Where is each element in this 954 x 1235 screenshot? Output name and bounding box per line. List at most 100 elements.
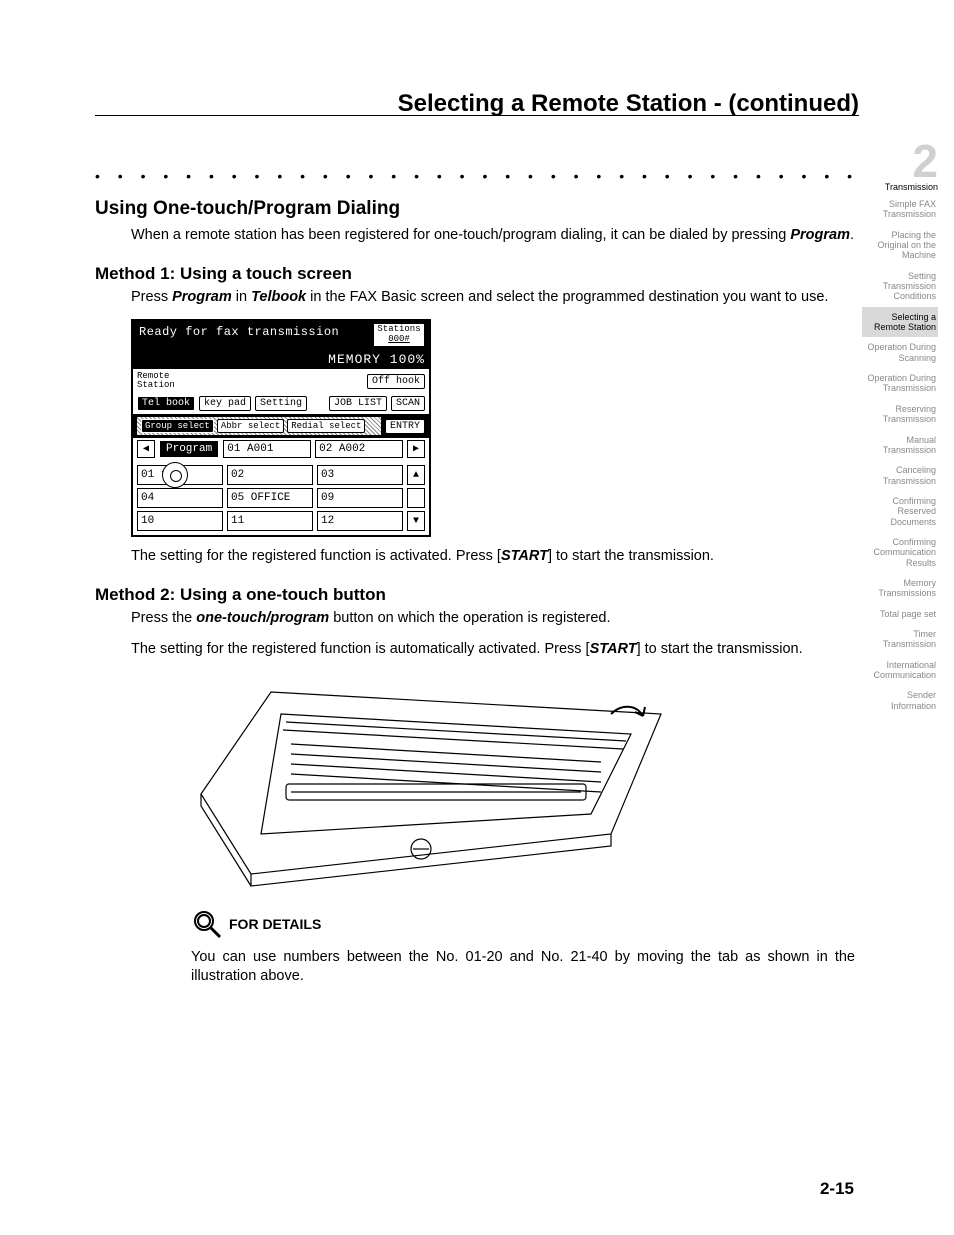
fax-screen-header: Ready for fax transmission Stations 000#… — [133, 321, 429, 369]
setting-tab[interactable]: Setting — [255, 396, 307, 411]
sidebar-item[interactable]: Operation During Scanning — [862, 337, 938, 368]
fax-ready-text: Ready for fax transmission — [139, 325, 339, 339]
text: Press — [131, 289, 172, 305]
method2-heading: Method 2: Using a one-touch button — [95, 585, 855, 605]
scan-button[interactable]: SCAN — [391, 396, 425, 411]
text: ] to start the transmission. — [637, 641, 803, 657]
redial-select-button[interactable]: Redial select — [287, 419, 365, 433]
dial-cell[interactable]: 01 tsd — [137, 465, 223, 485]
method1-after: The setting for the registered function … — [131, 547, 855, 567]
grid-down-arrow[interactable]: ▼ — [407, 511, 425, 531]
fax-memory: MEMORY 100% — [328, 352, 425, 367]
sidebar-item[interactable]: Reserving Transmission — [862, 399, 938, 430]
sidebar-item[interactable]: Placing the Original on the Machine — [862, 225, 938, 266]
program-label[interactable]: Program — [159, 440, 219, 458]
sidebar-item[interactable]: Simple FAX Transmission — [862, 194, 938, 225]
dot-leader: • • • • • • • • • • • • • • • • • • • • … — [95, 168, 855, 184]
dial-cell[interactable]: 04 — [137, 488, 223, 508]
text: button on which the operation is registe… — [329, 610, 610, 626]
text-bold: Program — [790, 227, 850, 243]
value: 000# — [374, 335, 424, 345]
sidebar-item[interactable]: Selecting a Remote Station — [862, 307, 938, 338]
fax-row-select: Group select Abbr select Redial select E… — [133, 414, 429, 438]
text: ] to start the transmission. — [548, 548, 714, 564]
fax-row-tabs: Tel book key pad Setting JOB LIST SCAN — [133, 393, 429, 414]
dial-grid: 01 tsd 02 03 ▲ 04 05 OFFICE 09 10 11 12 … — [133, 460, 429, 535]
chapter-badge: 2 Transmission — [862, 144, 938, 192]
program-cell[interactable]: 02 A002 — [315, 440, 403, 458]
telbook-tab[interactable]: Tel book — [137, 396, 195, 411]
fax-stations-box: Stations 000# — [373, 323, 425, 347]
sidebar-item[interactable]: Manual Transmission — [862, 430, 938, 461]
text: in the FAX Basic screen and select the p… — [306, 289, 828, 305]
page-number: 2-15 — [820, 1179, 854, 1199]
text: Press the — [131, 610, 196, 626]
grid-blank — [407, 488, 425, 508]
program-left-arrow[interactable]: ◀ — [137, 440, 155, 458]
grid-row: 04 05 OFFICE 09 — [137, 488, 425, 508]
sidebar-item[interactable]: International Communication — [862, 655, 938, 686]
dial-cell[interactable]: 11 — [227, 511, 313, 531]
text-bold: START — [501, 548, 548, 564]
text: The setting for the registered function … — [131, 548, 501, 564]
keypad-tab[interactable]: key pad — [199, 396, 251, 411]
section-heading: Using One-touch/Program Dialing — [95, 198, 855, 220]
select-row-bg: Group select Abbr select Redial select — [137, 417, 381, 435]
sidebar-item[interactable]: Timer Transmission — [862, 624, 938, 655]
method2-paragraph: Press the one-touch/program button on wh… — [131, 609, 855, 629]
method1-heading: Method 1: Using a touch screen — [95, 264, 855, 284]
sidebar-item[interactable]: Canceling Transmission — [862, 460, 938, 491]
entry-button[interactable]: ENTRY — [385, 419, 425, 434]
for-details-label: FOR DETAILS — [229, 916, 321, 932]
finger-pointer-icon — [162, 462, 188, 488]
fax-row-remote: Remote Station Off hook — [133, 369, 429, 393]
grid-row: 10 11 12 ▼ — [137, 511, 425, 531]
sidebar-item[interactable]: Total page set — [862, 604, 938, 624]
remote-station-label: Remote Station — [137, 372, 179, 390]
main-content: • • • • • • • • • • • • • • • • • • • • … — [95, 168, 855, 987]
dial-cell[interactable]: 10 — [137, 511, 223, 531]
sidebar-item[interactable]: Confirming Communication Results — [862, 532, 938, 573]
chapter-number: 2 — [912, 138, 938, 184]
fax-screen: Ready for fax transmission Stations 000#… — [131, 319, 431, 537]
grid-row: 01 tsd 02 03 ▲ — [137, 465, 425, 485]
text: The setting for the registered function … — [131, 641, 590, 657]
program-cell[interactable]: 01 A001 — [223, 440, 311, 458]
hardware-svg — [191, 674, 671, 894]
program-row: ◀ Program 01 A001 02 A002 ▶ — [133, 438, 429, 460]
sidebar-items: Simple FAX TransmissionPlacing the Origi… — [862, 194, 938, 716]
chapter-label: Transmission — [885, 182, 938, 192]
program-right-arrow[interactable]: ▶ — [407, 440, 425, 458]
chapter-sidebar: 2 Transmission Simple FAX TransmissionPl… — [862, 144, 938, 716]
page-header-title: Selecting a Remote Station - (continued) — [398, 90, 859, 118]
sidebar-item[interactable]: Operation During Transmission — [862, 368, 938, 399]
text-bold: Telbook — [251, 289, 306, 305]
sidebar-item[interactable]: Memory Transmissions — [862, 573, 938, 604]
text: in — [232, 289, 251, 305]
text-bold: START — [590, 641, 637, 657]
intro-paragraph: When a remote station has been registere… — [131, 226, 855, 246]
for-details-heading: FOR DETAILS — [191, 908, 855, 940]
abbr-select-button[interactable]: Abbr select — [217, 419, 284, 433]
magnifier-icon — [191, 908, 223, 940]
sidebar-item[interactable]: Setting Transmission Conditions — [862, 266, 938, 307]
method1-paragraph: Press Program in Telbook in the FAX Basi… — [131, 288, 855, 308]
sidebar-item[interactable]: Confirming Reserved Documents — [862, 491, 938, 532]
text: . — [850, 227, 854, 243]
dial-cell[interactable]: 03 — [317, 465, 403, 485]
offhook-button[interactable]: Off hook — [367, 374, 425, 389]
hardware-illustration — [191, 674, 671, 894]
text-bold: one-touch/program — [196, 610, 329, 626]
method2-after: The setting for the registered function … — [131, 640, 855, 660]
sidebar-item[interactable]: Sender Information — [862, 685, 938, 716]
dial-cell[interactable]: 09 — [317, 488, 403, 508]
grid-up-arrow[interactable]: ▲ — [407, 465, 425, 485]
header-rule — [95, 115, 859, 116]
text: When a remote station has been registere… — [131, 227, 790, 243]
dial-cell[interactable]: 12 — [317, 511, 403, 531]
dial-cell[interactable]: 05 OFFICE — [227, 488, 313, 508]
group-select-button[interactable]: Group select — [141, 419, 214, 433]
joblist-button[interactable]: JOB LIST — [329, 396, 387, 411]
details-paragraph: You can use numbers between the No. 01-2… — [191, 948, 855, 987]
dial-cell[interactable]: 02 — [227, 465, 313, 485]
